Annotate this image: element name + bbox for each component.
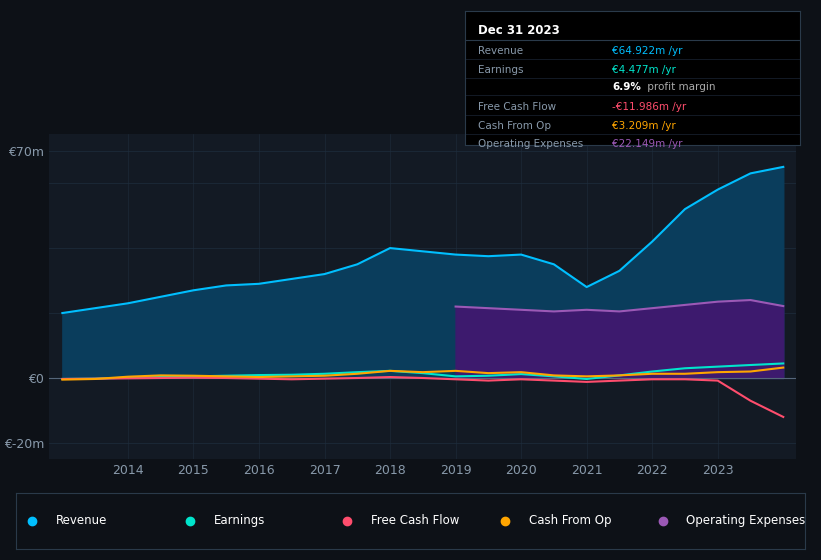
Text: Earnings: Earnings <box>478 65 524 75</box>
Text: Operating Expenses: Operating Expenses <box>686 514 805 528</box>
Text: €64.922m /yr: €64.922m /yr <box>612 46 682 56</box>
Text: Revenue: Revenue <box>478 46 523 56</box>
Text: Free Cash Flow: Free Cash Flow <box>371 514 460 528</box>
Text: -€11.986m /yr: -€11.986m /yr <box>612 102 686 113</box>
Text: Operating Expenses: Operating Expenses <box>478 139 584 149</box>
Text: 6.9%: 6.9% <box>612 82 641 92</box>
Text: profit margin: profit margin <box>644 82 715 92</box>
Text: Cash From Op: Cash From Op <box>478 121 551 131</box>
Text: Cash From Op: Cash From Op <box>529 514 611 528</box>
Text: €3.209m /yr: €3.209m /yr <box>612 121 676 131</box>
Text: Dec 31 2023: Dec 31 2023 <box>478 24 560 37</box>
Text: Earnings: Earnings <box>213 514 265 528</box>
Text: €4.477m /yr: €4.477m /yr <box>612 65 676 75</box>
Text: Revenue: Revenue <box>56 514 108 528</box>
Text: Free Cash Flow: Free Cash Flow <box>478 102 556 113</box>
Text: €22.149m /yr: €22.149m /yr <box>612 139 682 149</box>
